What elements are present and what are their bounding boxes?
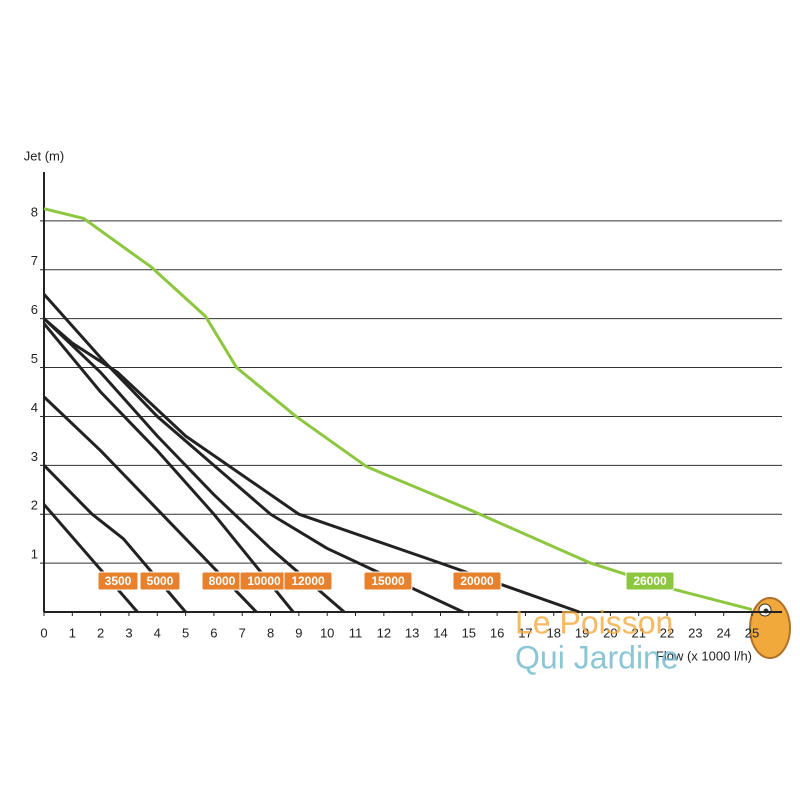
x-tick-label: 0 bbox=[40, 625, 47, 640]
y-tick-label: 5 bbox=[31, 351, 38, 366]
series-label-box bbox=[283, 571, 333, 591]
x-tick-label: 14 bbox=[433, 625, 447, 640]
watermark: Le Poisson bbox=[515, 604, 673, 640]
x-tick-label: 21 bbox=[631, 625, 645, 640]
series-label-box bbox=[363, 571, 413, 591]
x-tick-label: 20 bbox=[603, 625, 617, 640]
series-label: 5000 bbox=[147, 574, 174, 588]
x-tick-label: 5 bbox=[182, 625, 189, 640]
x-tick-label: 12 bbox=[377, 625, 391, 640]
x-tick-label: 17 bbox=[518, 625, 532, 640]
series-line bbox=[42, 395, 258, 614]
x-tick-label: 18 bbox=[547, 625, 561, 640]
series-label: 20000 bbox=[460, 574, 494, 588]
y-axis-label: Jet (m) bbox=[24, 148, 64, 163]
x-tick-label: 25 bbox=[745, 625, 759, 640]
series-line bbox=[42, 317, 346, 614]
x-tick-label: 6 bbox=[210, 625, 217, 640]
x-tick-label: 9 bbox=[295, 625, 302, 640]
x-tick-label: 19 bbox=[575, 625, 589, 640]
x-tick-label: 11 bbox=[349, 625, 363, 640]
series-line bbox=[43, 317, 580, 614]
x-tick-label: 7 bbox=[239, 625, 246, 640]
x-axis-label: Flow (x 1000 l/h) bbox=[656, 648, 752, 663]
x-tick-label: 13 bbox=[405, 625, 419, 640]
series-label-box bbox=[139, 571, 181, 591]
x-tick-label: 2 bbox=[97, 625, 104, 640]
x-tick-label: 3 bbox=[125, 625, 132, 640]
y-tick-label: 1 bbox=[31, 547, 38, 562]
x-tick-label: 15 bbox=[462, 625, 476, 640]
series-label: 26000 bbox=[633, 574, 667, 588]
x-tick-label: 8 bbox=[267, 625, 274, 640]
series-line bbox=[43, 207, 753, 612]
series-label: 8000 bbox=[209, 574, 236, 588]
series-label: 12000 bbox=[291, 574, 325, 588]
series-label-box bbox=[452, 571, 502, 591]
y-tick-label: 6 bbox=[31, 302, 38, 317]
y-tick-label: 4 bbox=[31, 400, 38, 415]
series-line bbox=[42, 503, 139, 613]
y-tick-label: 3 bbox=[31, 449, 38, 464]
x-tick-label: 1 bbox=[69, 625, 76, 640]
watermark: Qui Jardine bbox=[515, 639, 679, 675]
series-label-box bbox=[97, 571, 139, 591]
x-tick-label: 22 bbox=[660, 625, 674, 640]
series-label: 3500 bbox=[105, 574, 132, 588]
y-tick-label: 7 bbox=[31, 253, 38, 268]
y-tick-label: 2 bbox=[31, 498, 38, 513]
series-label-box bbox=[625, 571, 675, 591]
x-tick-label: 4 bbox=[154, 625, 161, 640]
series-line bbox=[42, 293, 464, 614]
y-tick-label: 8 bbox=[31, 204, 38, 219]
x-tick-label: 16 bbox=[490, 625, 504, 640]
x-tick-label: 10 bbox=[320, 625, 334, 640]
series-line bbox=[42, 322, 295, 613]
x-tick-label: 23 bbox=[688, 625, 702, 640]
series-label: 10000 bbox=[247, 574, 281, 588]
series-label: 15000 bbox=[371, 574, 405, 588]
x-tick-label: 24 bbox=[716, 625, 730, 640]
